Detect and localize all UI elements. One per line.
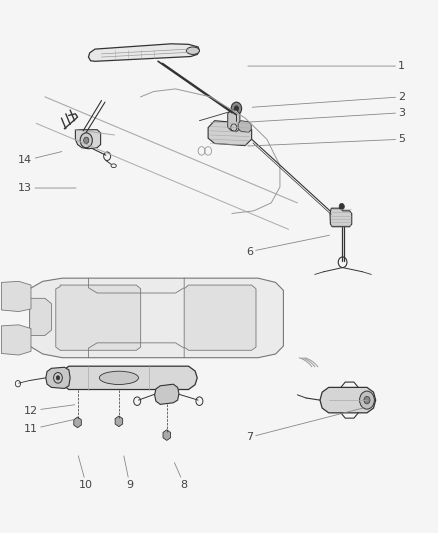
Text: 5: 5 — [248, 134, 405, 146]
Polygon shape — [228, 110, 240, 132]
Circle shape — [339, 204, 344, 210]
Circle shape — [231, 102, 242, 115]
Text: 1: 1 — [248, 61, 405, 71]
Circle shape — [234, 106, 239, 111]
Ellipse shape — [186, 47, 199, 54]
Polygon shape — [208, 120, 252, 146]
Polygon shape — [1, 325, 31, 355]
Circle shape — [364, 397, 370, 404]
Text: 14: 14 — [18, 151, 62, 165]
Polygon shape — [330, 208, 352, 227]
Ellipse shape — [99, 371, 138, 384]
Circle shape — [80, 133, 92, 148]
Text: 7: 7 — [246, 408, 364, 442]
Polygon shape — [60, 366, 197, 390]
Polygon shape — [184, 285, 256, 350]
Polygon shape — [155, 384, 179, 405]
Polygon shape — [88, 44, 199, 61]
Polygon shape — [56, 285, 141, 350]
Polygon shape — [46, 367, 70, 389]
Text: 9: 9 — [124, 456, 133, 490]
Polygon shape — [238, 120, 251, 132]
Circle shape — [360, 391, 374, 409]
Polygon shape — [30, 298, 51, 335]
Text: 13: 13 — [18, 183, 76, 193]
Polygon shape — [75, 130, 101, 149]
Text: 10: 10 — [78, 456, 93, 490]
Polygon shape — [30, 278, 283, 358]
Text: 12: 12 — [24, 405, 75, 416]
Text: 2: 2 — [252, 92, 405, 107]
Text: 8: 8 — [174, 463, 188, 490]
Polygon shape — [320, 387, 376, 413]
Text: 6: 6 — [246, 235, 329, 257]
Circle shape — [56, 376, 60, 380]
Circle shape — [84, 137, 89, 143]
Text: 3: 3 — [248, 108, 405, 122]
Polygon shape — [1, 281, 31, 312]
Text: 11: 11 — [24, 420, 73, 434]
